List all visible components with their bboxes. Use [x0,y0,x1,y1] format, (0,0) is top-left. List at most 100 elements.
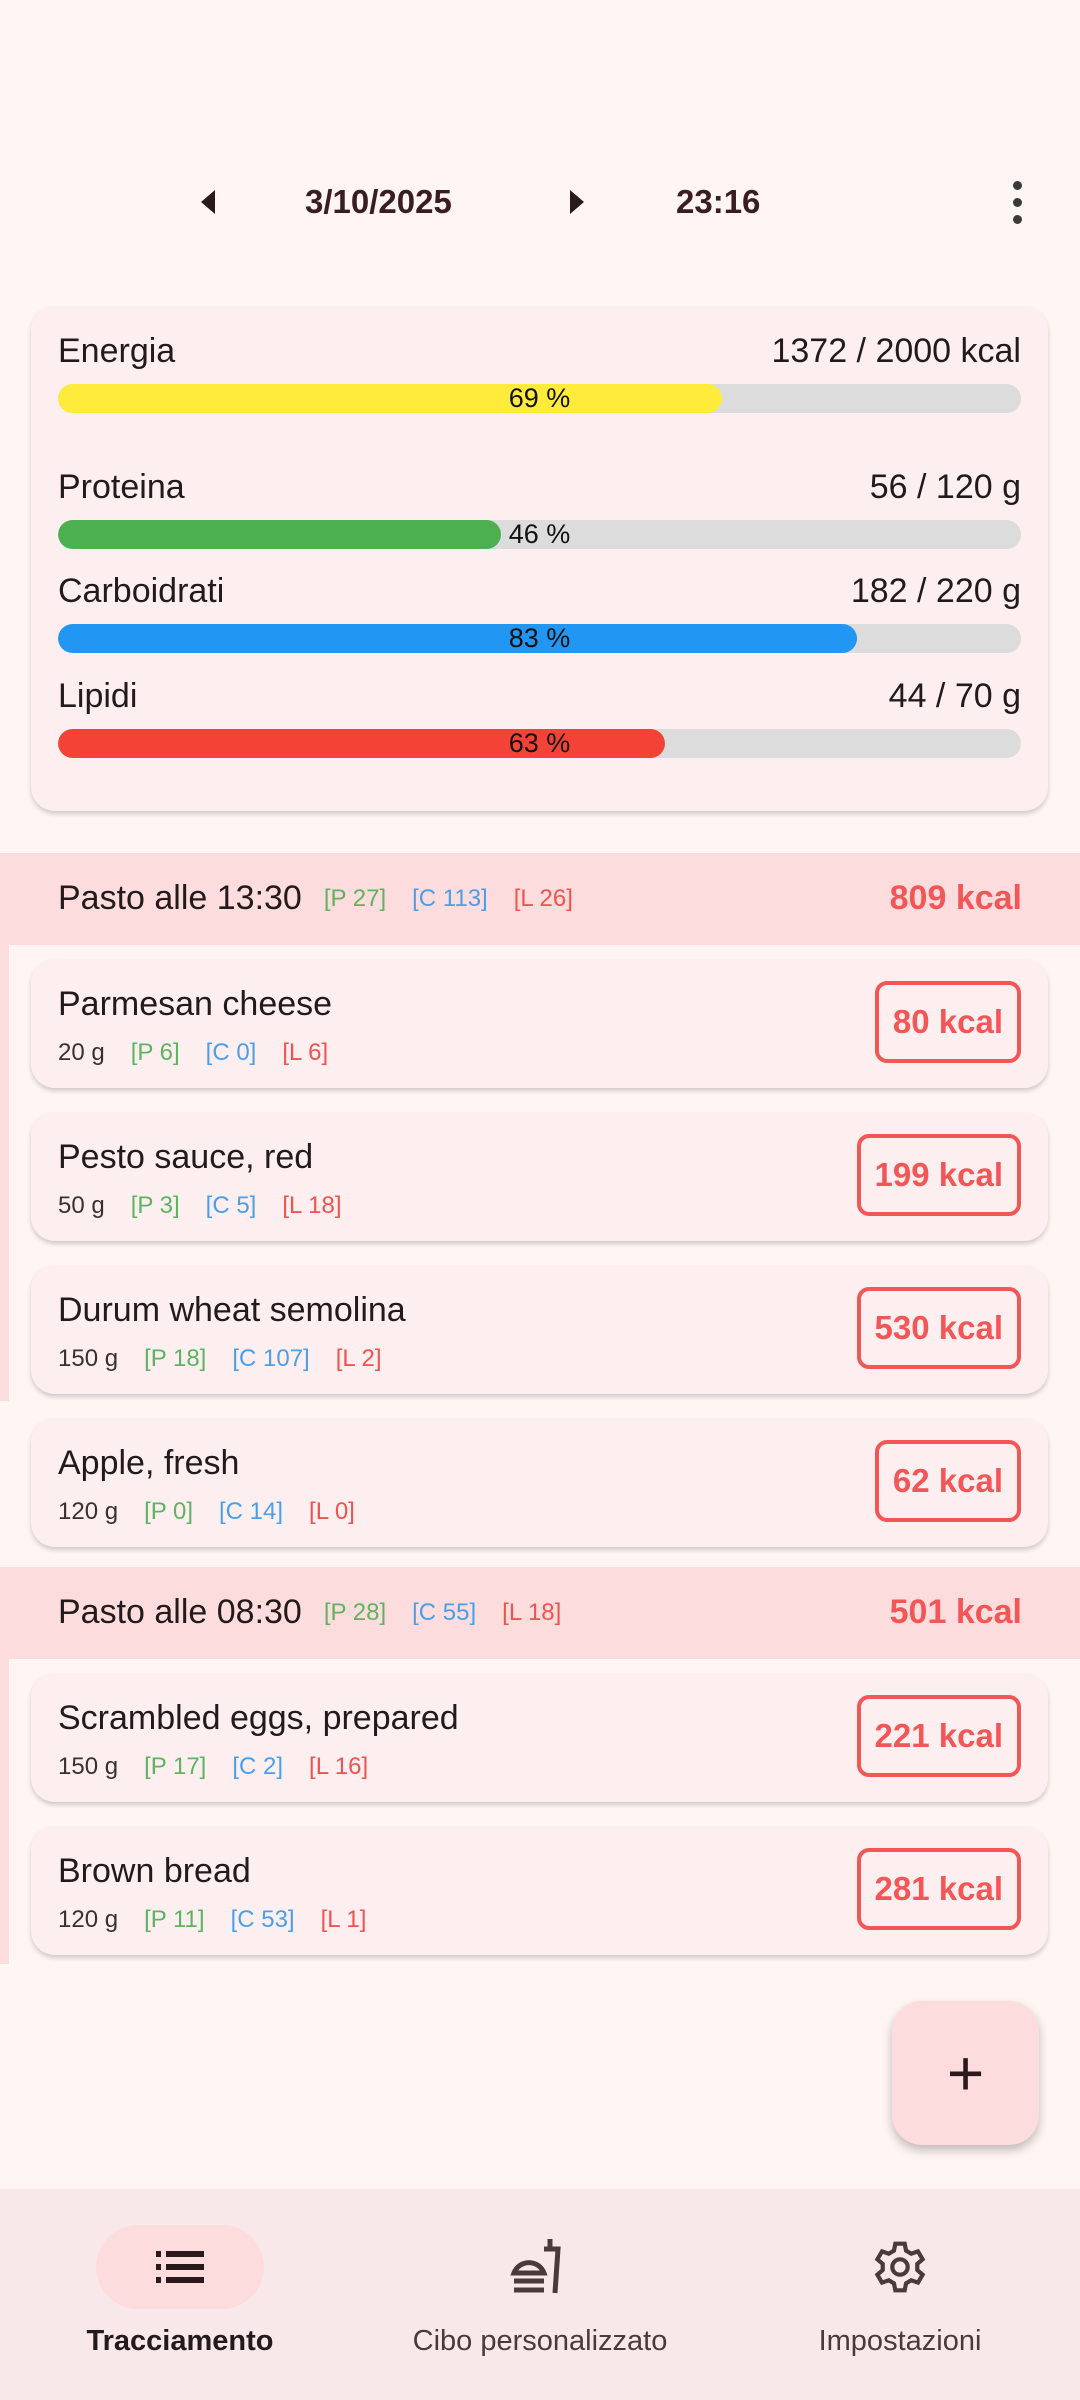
daily-summary-card: Energia 1372 / 2000 kcal 69 % Proteina 56… [31,306,1048,811]
time-label[interactable]: 23:16 [676,183,761,220]
food-quantity: 150 g [58,1345,119,1372]
progress-fill [58,729,665,758]
food-name: Pesto sauce, red [58,1138,314,1176]
meal-group-stripe [0,1658,9,1964]
food-item[interactable]: Parmesan cheese 20 g [P 6] [C 0] [L 6] 80 k… [31,959,1048,1088]
nutrient-label: Proteina [58,468,185,506]
nav-tracciamento[interactable]: Tracciamento [0,2225,360,2358]
nutrient-value: 182 / 220 g [850,572,1021,610]
carbs-value: [C 113] [412,885,488,912]
date-label[interactable]: 3/10/2025 [305,183,452,220]
food-item[interactable]: Brown bread 120 g [P 11] [C 53] [L 1] 281 k… [31,1826,1048,1955]
fastfood-icon [456,2225,624,2309]
progress-percent: 69 % [508,384,571,413]
carbs-value: [C 14] [219,1498,284,1525]
carbs-value: [C 2] [232,1753,284,1780]
food-item[interactable]: Scrambled eggs, prepared 150 g [P 17] [C 2… [31,1673,1048,1802]
more-options-button[interactable] [1000,170,1034,234]
carbs-value: [C 53] [230,1906,295,1933]
nav-label: Impostazioni [818,2325,982,2357]
protein-value: [P 28] [323,1599,387,1626]
bottom-navigation: Tracciamento Cibo personalizzato Imposta… [0,2189,1080,2400]
fat-value: [L 6] [282,1039,329,1066]
nav-label: Tracciamento [86,2325,274,2357]
food-item[interactable]: Apple, fresh 120 g [P 0] [C 14] [L 0] 62 kc… [31,1418,1048,1547]
meal-kcal: 809 kcal [889,879,1022,917]
progress-fill [58,624,858,653]
progress-fill [58,520,501,549]
food-name: Parmesan cheese [58,985,333,1023]
fat-value: [L 16] [309,1753,369,1780]
progress-percent: 46 % [508,520,571,549]
food-quantity: 150 g [58,1753,119,1780]
kcal-badge: 199 kcal [856,1134,1021,1216]
food-name: Scrambled eggs, prepared [58,1699,459,1737]
fat-value: [L 2] [335,1345,382,1372]
progress-percent: 63 % [508,729,571,758]
meal-kcal: 501 kcal [889,1593,1022,1631]
gear-icon [816,2225,984,2309]
meal-title: Pasto alle 13:30 [58,879,302,917]
kcal-badge: 530 kcal [856,1287,1021,1369]
date-header: 3/10/2025 23:16 [0,170,1080,234]
food-quantity: 120 g [58,1906,119,1933]
nav-impostazioni[interactable]: Impostazioni [720,2225,1080,2358]
food-item[interactable]: Pesto sauce, red 50 g [P 3] [C 5] [L 18] 19… [31,1112,1048,1241]
carbs-value: [C 55] [412,1599,477,1626]
food-quantity: 50 g [58,1192,105,1219]
plus-icon: + [946,2037,985,2109]
meal-title: Pasto alle 08:30 [58,1593,302,1631]
nutrient-label: Carboidrati [58,572,225,610]
protein-value: [P 27] [323,885,387,912]
progress-fill [58,384,723,413]
progress-bar: 46 % [58,520,1021,549]
caret-left-icon [201,190,215,214]
food-name: Brown bread [58,1852,251,1890]
carbs-value: [C 107] [232,1345,310,1372]
kcal-badge: 62 kcal [874,1440,1021,1522]
fat-value: [L 18] [282,1192,342,1219]
nutrient-label: Lipidi [58,677,138,715]
protein-value: [P 3] [130,1192,180,1219]
nutrient-label: Energia [58,332,176,370]
fat-value: [L 26] [513,885,573,912]
food-name: Durum wheat semolina [58,1291,406,1329]
add-food-button[interactable]: + [892,2001,1039,2145]
progress-bar: 83 % [58,624,1021,653]
list-icon [96,2225,264,2309]
dot [1012,180,1022,190]
meal-header[interactable]: Pasto alle 08:30 [P 28] [C 55] [L 18] 501 kc… [0,1567,1080,1659]
nutrient-value: 1372 / 2000 kcal [771,332,1021,370]
kcal-badge: 80 kcal [874,981,1021,1063]
progress-bar: 69 % [58,384,1021,413]
nutrient-value: 44 / 70 g [888,677,1021,715]
protein-value: [P 17] [144,1753,207,1780]
food-item[interactable]: Durum wheat semolina 150 g [P 18] [C 107] [… [31,1265,1048,1394]
dot [1012,214,1022,224]
carbs-value: [C 0] [205,1039,257,1066]
kcal-badge: 281 kcal [856,1848,1021,1930]
protein-value: [P 0] [144,1498,193,1525]
dot [1012,197,1022,207]
fat-value: [L 1] [320,1906,367,1933]
food-quantity: 20 g [58,1039,105,1066]
caret-right-icon [570,190,584,214]
meal-header[interactable]: Pasto alle 13:30 [P 27] [C 113] [L 26] 809 k… [0,853,1080,945]
nav-cibo-personalizzato[interactable]: Cibo personalizzato [360,2225,720,2358]
meal-group-stripe [0,945,9,1401]
progress-percent: 83 % [508,624,571,653]
protein-value: [P 6] [130,1039,180,1066]
food-name: Apple, fresh [58,1444,240,1482]
protein-value: [P 18] [144,1345,207,1372]
kcal-badge: 221 kcal [856,1695,1021,1777]
nav-label: Cibo personalizzato [412,2325,668,2357]
food-quantity: 120 g [58,1498,119,1525]
fat-value: [L 0] [309,1498,355,1525]
previous-day-button[interactable] [201,170,215,234]
progress-bar: 63 % [58,729,1021,758]
nutrient-value: 56 / 120 g [869,468,1021,506]
protein-value: [P 11] [144,1906,205,1933]
fat-value: [L 18] [502,1599,562,1626]
carbs-value: [C 5] [205,1192,257,1219]
next-day-button[interactable] [570,170,584,234]
